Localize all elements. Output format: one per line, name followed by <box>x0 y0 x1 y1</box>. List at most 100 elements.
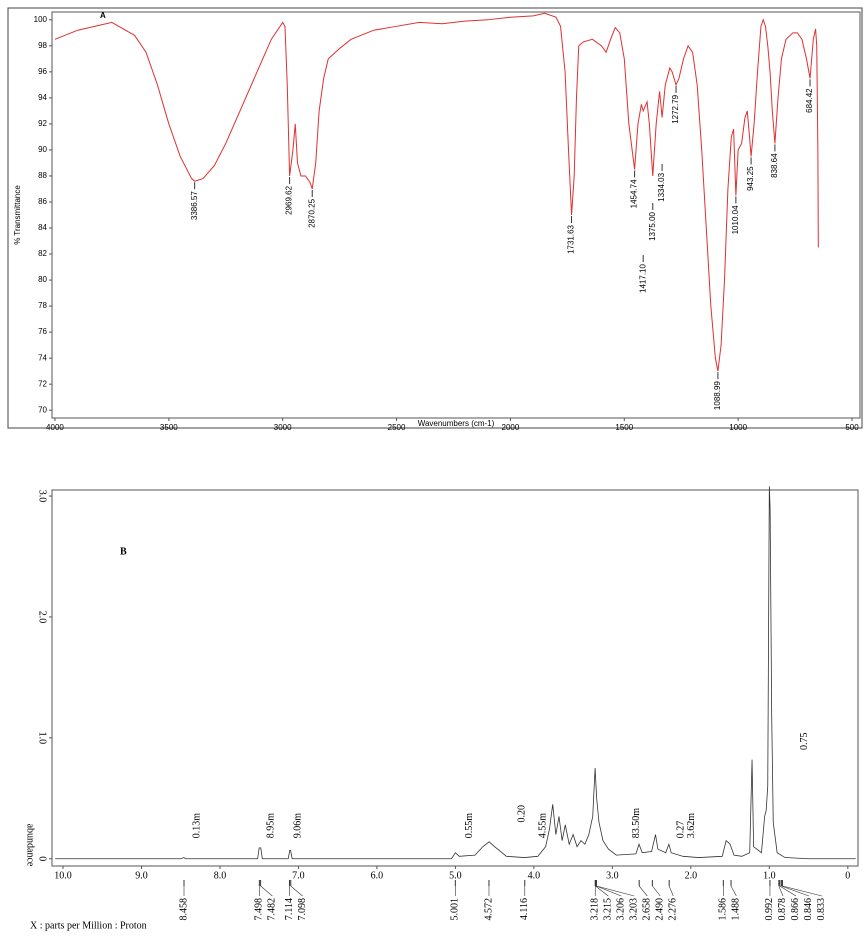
peak-leader <box>596 885 622 897</box>
peak-label: 1272.79 <box>671 94 680 123</box>
x-tick-label: 4000 <box>46 423 64 432</box>
integral-label: 4.55m <box>538 813 549 839</box>
x-tick-label: 1.0 <box>763 870 776 881</box>
peak-label: 1.586 <box>718 898 729 921</box>
integral-label: 0.20 <box>516 805 527 823</box>
y-tick-label: 78 <box>38 301 47 310</box>
peak-leader <box>668 885 674 897</box>
peak-leader <box>595 885 609 897</box>
peak-label: 1731.63 <box>567 224 576 253</box>
x-tick-label: 4.0 <box>528 870 541 881</box>
panel-label: B <box>120 546 127 557</box>
peak-label: 684.42 <box>805 88 814 113</box>
x-tick-label: 0 <box>845 870 850 881</box>
y-tick-label: 82 <box>38 249 47 258</box>
y-tick-label: 92 <box>38 119 47 128</box>
y-tick-label: 3.0 <box>37 490 48 503</box>
peak-label: 943.25 <box>746 166 755 191</box>
peak-label: 1334.03 <box>657 172 666 201</box>
peak-label: 2870.25 <box>307 198 316 227</box>
x-tick-label: 2.0 <box>685 870 698 881</box>
peak-label: 3.206 <box>616 898 627 921</box>
peak-label: 0.846 <box>803 898 814 921</box>
peak-label: 1375.00 <box>648 211 657 240</box>
x-tick-label: 3500 <box>160 423 178 432</box>
nmr-panel: 0 1.0 2.0 3.0 10.0 9.0 8.0 7.0 6.0 5.0 4.0 3.0 2.0 1.… <box>25 486 859 931</box>
peak-label: 7.482 <box>267 898 278 921</box>
integral-label: 3.62m <box>686 813 697 839</box>
plot-frame <box>51 11 861 419</box>
peak-label: 3.215 <box>603 898 614 921</box>
x-tick-label: 2500 <box>388 423 406 432</box>
peak-label: 1010.04 <box>731 205 740 234</box>
ir-panel: 70 72 74 76 78 80 82 84 86 88 90 92 94 96 98 100 4000 350… <box>7 7 863 432</box>
x-tick-label: 5.0 <box>449 870 462 881</box>
peak-label: 7.114 <box>284 898 295 920</box>
peak-label: 0.833 <box>816 898 827 921</box>
peak-label: 3.218 <box>590 898 601 921</box>
peak-leader <box>290 885 303 897</box>
x-tick-label: 8.0 <box>214 870 227 881</box>
y-tick-label: 1.0 <box>37 732 48 745</box>
x-tick-label: 3000 <box>274 423 292 432</box>
x-tick-label: 6.0 <box>371 870 384 881</box>
peak-label: 1.488 <box>731 898 742 921</box>
x-tick-label: 3.0 <box>606 870 619 881</box>
y-tick-label: 98 <box>38 41 47 50</box>
peak-leader <box>260 885 273 897</box>
x-tick-label: 1000 <box>729 423 747 432</box>
peak-label: 1088.99 <box>713 381 722 410</box>
integral-label: 0.55m <box>464 813 475 839</box>
y-tick-label: 80 <box>38 275 47 284</box>
peak-leader <box>781 885 810 897</box>
y-tick-label: 74 <box>38 353 47 362</box>
peak-leader <box>638 885 648 897</box>
integral-label: 0.75 <box>799 732 810 750</box>
spectrum-line <box>55 486 856 860</box>
peak-label: 2.658 <box>642 898 653 921</box>
y-tick-label: 90 <box>38 145 47 154</box>
peak-label: 838.64 <box>770 153 779 178</box>
y-axis-label: abundance <box>25 824 36 867</box>
peak-leader <box>652 885 661 897</box>
x-tick-label: 1500 <box>615 423 633 432</box>
y-tick-label: 94 <box>38 93 47 102</box>
peak-label: 0.992 <box>764 898 775 921</box>
integral-label: 0.13m <box>191 813 202 839</box>
y-tick-label: 2.0 <box>37 611 48 624</box>
y-axis-label: % Transmittance <box>13 185 22 245</box>
peak-label: 5.001 <box>450 898 461 921</box>
peak-label: 4.572 <box>483 898 494 921</box>
x-tick-label: 9.0 <box>135 870 148 881</box>
peak-label: 4.116 <box>519 898 530 920</box>
x-axis-label: X : parts per Million : Proton <box>30 920 147 931</box>
peak-label: 0.866 <box>790 898 801 921</box>
peak-label: 3386.57 <box>190 191 199 220</box>
peak-leader <box>782 885 823 897</box>
peak-label: 1454.74 <box>630 179 639 208</box>
y-tick-label: 70 <box>38 405 47 414</box>
ir-frame <box>7 7 863 429</box>
x-tick-label: 10.0 <box>54 870 72 881</box>
peak-label: 2.276 <box>668 898 679 921</box>
y-tick-label: 100 <box>34 15 48 24</box>
y-tick-label: 72 <box>38 379 47 388</box>
peak-label: 7.498 <box>254 898 265 921</box>
integral-label: 83.50m <box>631 808 642 839</box>
y-tick-label: 0 <box>37 856 48 861</box>
peak-label: 1417.10 <box>638 263 647 292</box>
peak-label: 2.490 <box>655 898 666 921</box>
peak-label: 2969.62 <box>285 185 294 214</box>
y-tick-label: 84 <box>38 223 47 232</box>
peak-label: 0.878 <box>777 898 788 921</box>
integral-label: 0.27 <box>676 821 687 839</box>
peak-label: 3.203 <box>629 898 640 921</box>
x-tick-label: 2000 <box>502 423 520 432</box>
peak-leader <box>596 885 635 897</box>
panel-label: A <box>100 11 106 20</box>
y-tick-label: 96 <box>38 67 47 76</box>
x-tick-label: 7.0 <box>292 870 305 881</box>
spectrum-line <box>54 12 819 372</box>
peak-leader <box>778 885 784 897</box>
integral-label: 9.06m <box>293 813 304 839</box>
